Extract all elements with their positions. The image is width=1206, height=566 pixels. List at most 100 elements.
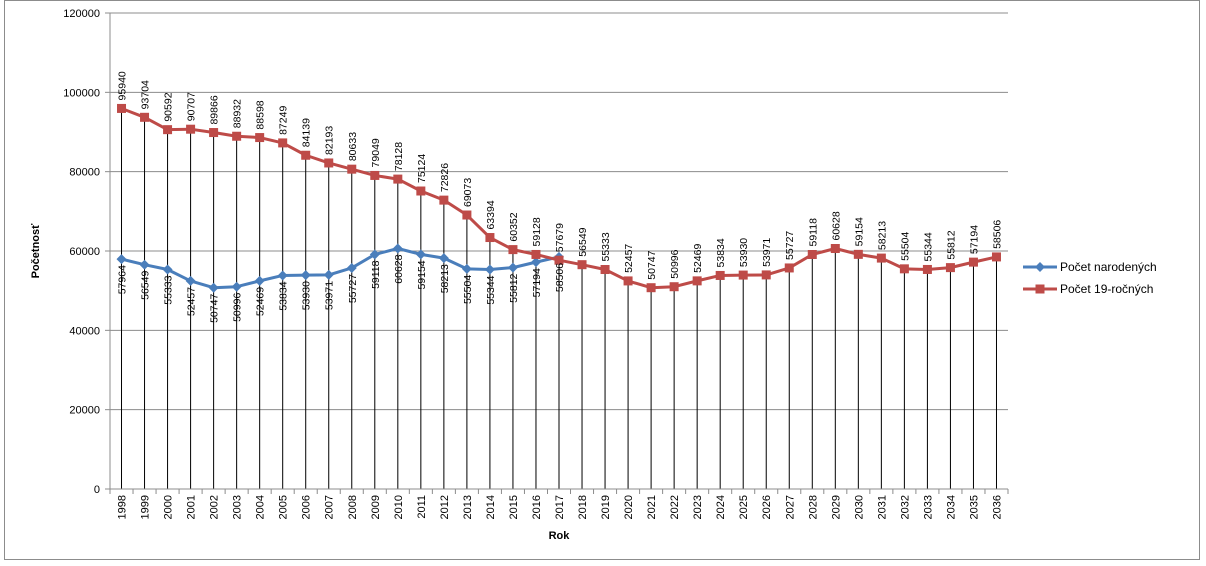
data-point-square bbox=[255, 133, 265, 143]
data-label: 80633 bbox=[347, 132, 359, 161]
data-point-square bbox=[830, 244, 840, 254]
x-tick-label: 2008 bbox=[347, 495, 359, 519]
data-point-diamond bbox=[392, 243, 403, 254]
data-label: 59118 bbox=[370, 260, 382, 289]
data-point-diamond bbox=[323, 269, 334, 280]
x-axis-title: Rok bbox=[549, 530, 571, 542]
series-lines bbox=[116, 103, 1001, 293]
legend-item-pocet-19-rocnych: Počet 19-ročných bbox=[1023, 282, 1153, 296]
x-tick-label: 2002 bbox=[209, 495, 221, 519]
data-label: 55504 bbox=[462, 275, 474, 304]
data-label: 88932 bbox=[232, 99, 244, 128]
chart-frame: 0 20000 40000 60000 80000 100000 120000 1998 199… bbox=[4, 0, 1200, 560]
data-point-square bbox=[669, 282, 679, 292]
data-label: 50996 bbox=[232, 293, 244, 322]
data-label: 55812 bbox=[945, 230, 957, 259]
data-point-square bbox=[117, 103, 127, 113]
data-point-square bbox=[324, 158, 334, 168]
data-label: 60628 bbox=[393, 254, 405, 283]
data-point-square bbox=[163, 125, 173, 135]
x-tick-label: 2024 bbox=[715, 495, 727, 519]
data-point-square bbox=[508, 245, 518, 255]
data-label: 90707 bbox=[186, 92, 198, 121]
y-tick-label: 80000 bbox=[69, 167, 100, 179]
y-axis-title: Početnosť bbox=[30, 223, 42, 279]
data-label: 60628 bbox=[830, 211, 842, 240]
x-tick-label: 2034 bbox=[945, 495, 957, 519]
data-point-diamond bbox=[530, 257, 541, 268]
data-point-square bbox=[577, 260, 587, 270]
data-label: 59154 bbox=[853, 217, 865, 246]
x-tick-label: 2033 bbox=[922, 495, 934, 519]
data-point-square bbox=[991, 252, 1001, 262]
x-tick-label: 2004 bbox=[255, 495, 267, 519]
data-label: 50747 bbox=[646, 250, 658, 279]
x-tick-label: 2015 bbox=[508, 495, 520, 519]
y-tick-label: 20000 bbox=[69, 405, 100, 417]
data-point-square bbox=[370, 170, 380, 180]
x-tick-label: 2032 bbox=[899, 495, 911, 519]
legend-marker-diamond bbox=[1035, 262, 1045, 272]
y-tick-label: 100000 bbox=[63, 87, 100, 99]
data-point-square bbox=[784, 263, 794, 273]
data-label: 56549 bbox=[140, 271, 152, 300]
x-tick-label: 2017 bbox=[554, 495, 566, 519]
data-point-square bbox=[807, 249, 817, 259]
data-point-square bbox=[715, 270, 725, 280]
data-point-diamond bbox=[185, 275, 196, 286]
data-point-diamond bbox=[507, 262, 518, 273]
data-point-square bbox=[301, 150, 311, 160]
data-label: 55812 bbox=[508, 273, 520, 302]
data-point-square bbox=[945, 263, 955, 273]
data-labels: 95940 93704 90592 90707 89866 88932 88598 87249… bbox=[117, 71, 1004, 323]
data-point-square bbox=[876, 253, 886, 263]
data-label: 53930 bbox=[301, 281, 313, 310]
data-label: 79049 bbox=[370, 138, 382, 167]
data-point-diamond bbox=[277, 270, 288, 281]
data-label: 58506 bbox=[554, 263, 566, 292]
data-label: 55504 bbox=[899, 231, 911, 260]
data-point-diamond bbox=[346, 262, 357, 273]
x-tick-label: 2026 bbox=[761, 495, 773, 519]
x-tick-label: 2011 bbox=[416, 495, 428, 519]
data-point-square bbox=[393, 174, 403, 184]
y-tick-label: 120000 bbox=[63, 8, 100, 20]
data-label: 69073 bbox=[462, 178, 474, 207]
data-label: 59154 bbox=[416, 260, 428, 289]
data-point-square bbox=[692, 276, 702, 286]
x-tick-label: 2010 bbox=[393, 495, 405, 519]
data-point-square bbox=[416, 186, 426, 196]
data-point-square bbox=[347, 164, 357, 174]
data-label: 59128 bbox=[531, 217, 543, 246]
data-label: 82193 bbox=[324, 126, 336, 155]
data-point-square bbox=[140, 112, 150, 122]
data-label: 57964 bbox=[117, 265, 129, 294]
data-point-square bbox=[600, 265, 610, 275]
data-label: 52469 bbox=[692, 244, 704, 273]
data-label: 87249 bbox=[278, 106, 290, 135]
x-tick-label: 2013 bbox=[462, 495, 474, 519]
x-tick-label: 2021 bbox=[646, 495, 658, 519]
series-pocet-narodenych bbox=[116, 243, 564, 293]
data-point-diamond bbox=[300, 270, 311, 281]
data-point-diamond bbox=[461, 263, 472, 274]
legend-label: Počet 19-ročných bbox=[1060, 282, 1153, 296]
data-label: 89866 bbox=[209, 95, 221, 124]
data-label: 55344 bbox=[485, 275, 497, 304]
data-label: 58506 bbox=[991, 220, 1003, 249]
legend-marker-square bbox=[1035, 284, 1045, 294]
data-point-square bbox=[899, 264, 909, 274]
data-point-square bbox=[278, 138, 288, 148]
data-point-square bbox=[209, 128, 219, 138]
data-point-diamond bbox=[484, 264, 495, 275]
x-tick-label: 2020 bbox=[623, 495, 635, 519]
data-point-diamond bbox=[208, 282, 219, 293]
data-label: 50747 bbox=[209, 294, 221, 323]
data-label: 78128 bbox=[393, 142, 405, 171]
data-label: 93704 bbox=[140, 80, 152, 109]
data-point-square bbox=[554, 255, 564, 265]
data-label: 60352 bbox=[508, 212, 520, 241]
data-label: 58213 bbox=[439, 264, 451, 293]
x-tick-label: 2001 bbox=[186, 495, 198, 519]
data-label: 53971 bbox=[761, 238, 773, 267]
